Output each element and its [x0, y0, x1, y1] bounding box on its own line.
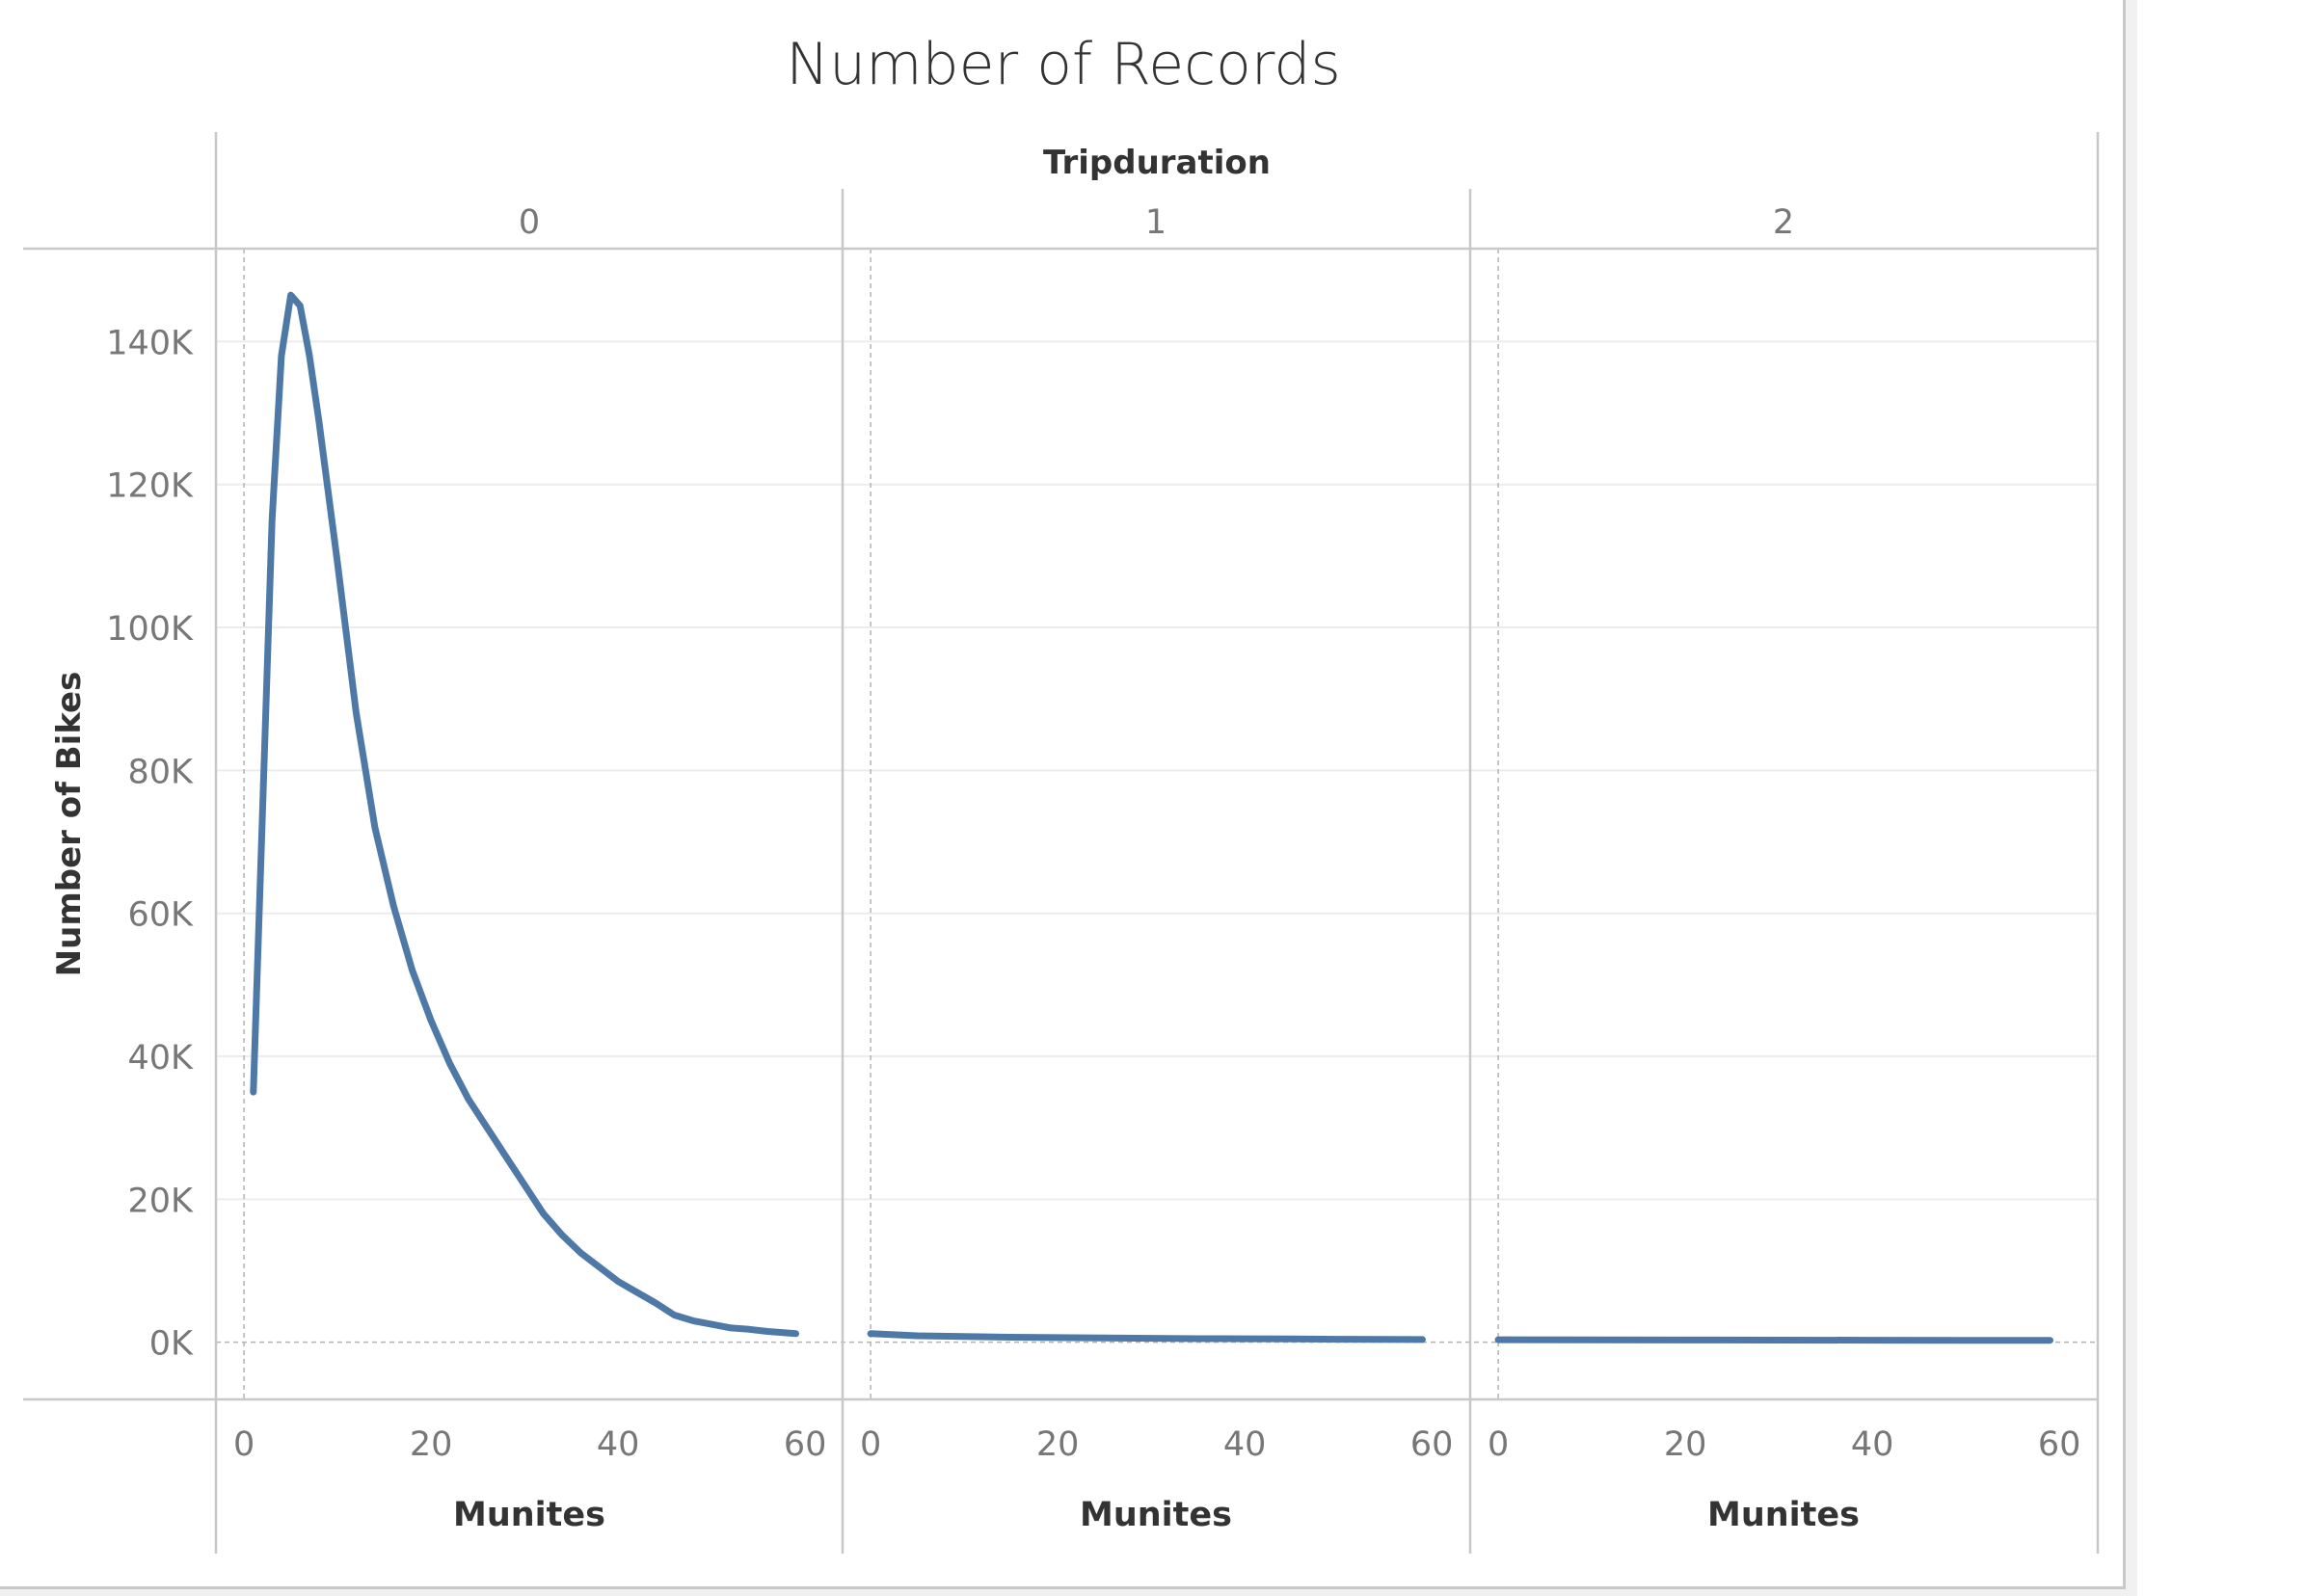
x-tick-label: 20	[1036, 1425, 1080, 1464]
frame-bottom-border	[0, 1586, 2126, 1589]
series-line-panel-0	[250, 291, 799, 1338]
y-tick-label: 120K	[106, 467, 194, 506]
series-lines	[250, 291, 2053, 1344]
chart-title: Number of Records	[786, 31, 1341, 98]
chart-background	[216, 340, 2098, 1343]
frame-bottom-shade	[0, 1589, 2137, 1596]
x-tick-label: 0	[233, 1425, 255, 1464]
x-tick-label: 40	[597, 1425, 640, 1464]
x-tick-label: 0	[1488, 1425, 1509, 1464]
y-tick-label: 0K	[149, 1325, 194, 1364]
y-tick-label: 140K	[106, 324, 194, 362]
panel-header-label: 1	[1145, 203, 1166, 242]
column-header-title: Tripduration	[1043, 144, 1271, 182]
x-tick-label: 60	[784, 1425, 827, 1464]
x-tick-label: 60	[1410, 1425, 1454, 1464]
x-tick-label: 0	[860, 1425, 881, 1464]
y-tick-label: 100K	[106, 610, 194, 649]
frame-right-shade	[2126, 0, 2137, 1596]
series-line-panel-1	[867, 1330, 1426, 1343]
x-tick-label: 20	[410, 1425, 453, 1464]
y-axis-title: Number of Bikes	[50, 672, 89, 977]
series-line-panel-2	[1494, 1336, 2053, 1344]
frame-right-border	[2123, 0, 2126, 1586]
x-tick-label: 60	[2038, 1425, 2081, 1464]
axes: 0K 20K 40K 60K 80K 100K 120K 140K	[23, 132, 2100, 1554]
panel-header-label: 2	[1773, 203, 1794, 242]
x-tick-label: 20	[1664, 1425, 1707, 1464]
y-tick-label: 20K	[128, 1182, 195, 1220]
x-axis-title: Munites	[1707, 1496, 1860, 1534]
y-tick-label: 40K	[128, 1039, 195, 1077]
x-axis-title: Munites	[453, 1496, 605, 1534]
x-tick-label: 40	[1223, 1425, 1267, 1464]
panel-header-label: 0	[519, 203, 540, 242]
y-tick-label: 60K	[128, 896, 195, 935]
x-tick-label: 40	[1851, 1425, 1894, 1464]
x-axis-title: Munites	[1080, 1496, 1232, 1534]
y-tick-label: 80K	[128, 753, 195, 791]
